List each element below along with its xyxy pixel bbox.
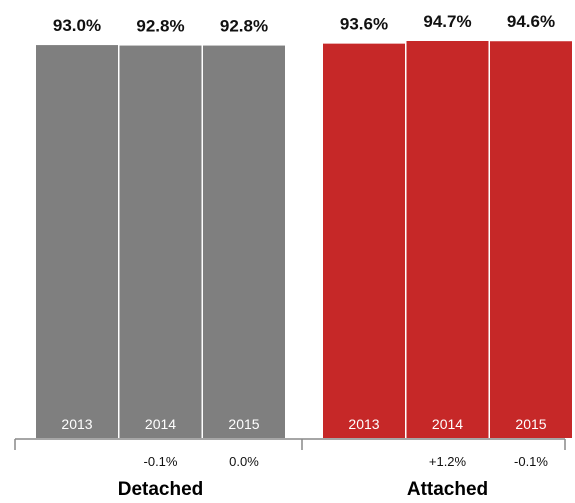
change-label-attached-2014: +1.2% (429, 454, 467, 469)
year-label-detached-2014: 2014 (145, 416, 176, 432)
labels-layer: 93.0% 2013 92.8% 2014 -0.1% 92.8% 2015 0.0% Deta… (53, 12, 555, 500)
value-label-detached-2015: 92.8% (220, 17, 268, 36)
value-label-attached-2013: 93.6% (340, 15, 388, 34)
value-label-detached-2014: 92.8% (136, 17, 184, 36)
bars-layer (36, 41, 572, 439)
value-label-attached-2014: 94.7% (423, 12, 471, 31)
bar-detached-2013 (36, 45, 118, 438)
group-label-attached: Attached (407, 479, 488, 500)
group-label-detached: Detached (118, 479, 204, 500)
value-label-detached-2013: 93.0% (53, 16, 101, 35)
bar-attached-2015 (490, 41, 572, 439)
year-label-attached-2014: 2014 (432, 416, 463, 432)
change-label-attached-2015: -0.1% (514, 454, 548, 469)
year-label-attached-2013: 2013 (348, 416, 379, 432)
year-label-detached-2015: 2015 (228, 416, 259, 432)
bar-detached-2015 (203, 45, 285, 439)
bar-attached-2013 (323, 43, 405, 438)
bar-attached-2014 (406, 41, 489, 438)
change-label-detached-2015: 0.0% (229, 454, 259, 469)
value-label-attached-2015: 94.6% (507, 12, 555, 31)
change-label-detached-2014: -0.1% (144, 454, 178, 469)
year-label-attached-2015: 2015 (515, 416, 546, 432)
year-label-detached-2013: 2013 (61, 416, 92, 432)
bar-detached-2014 (119, 45, 202, 439)
